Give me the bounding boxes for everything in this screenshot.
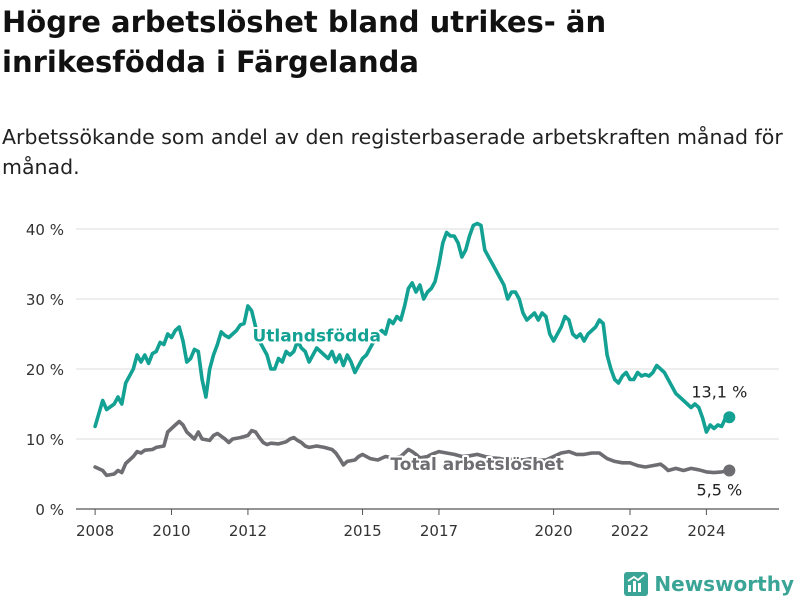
x-tick-label: 2010 bbox=[152, 522, 190, 540]
series-end-point bbox=[723, 464, 736, 477]
brand-logo: Newsworthy bbox=[624, 572, 794, 596]
series-line bbox=[93, 419, 732, 478]
x-tick-label: 2008 bbox=[76, 522, 114, 540]
line-chart: 0 % 10 % 20 % 30 % 40 % 2008 2010 2012 2015 2017 2… bbox=[26, 221, 779, 540]
series-end-point bbox=[723, 411, 736, 424]
series-labels: 13,1 % 5,5 % Utlandsfödda Total arbetslöshe… bbox=[250, 324, 747, 500]
series-name-label: Utlandsfödda bbox=[252, 326, 381, 346]
chart-title: Högre arbetslöshet bland utrikes- än inr… bbox=[2, 5, 607, 79]
series-end-label: 5,5 % bbox=[696, 481, 742, 500]
y-tick-label: 20 % bbox=[26, 361, 64, 379]
x-tick-label: 2012 bbox=[229, 522, 267, 540]
y-tick-label: 30 % bbox=[26, 291, 64, 309]
y-tick-label: 40 % bbox=[26, 221, 64, 239]
x-tick-label: 2020 bbox=[534, 522, 572, 540]
x-tick-label: 2024 bbox=[687, 522, 725, 540]
series-lines bbox=[93, 221, 736, 478]
axes: 0 % 10 % 20 % 30 % 40 % 2008 2010 2012 2015 2017 2… bbox=[26, 221, 726, 540]
series-line bbox=[93, 221, 732, 434]
x-tick-label: 2017 bbox=[420, 522, 458, 540]
series-end-label: 13,1 % bbox=[691, 382, 747, 401]
chart-subtitle: Arbetssökande som andel av den registerb… bbox=[2, 125, 783, 179]
y-tick-label: 10 % bbox=[26, 431, 64, 449]
newsworthy-logo-icon bbox=[624, 572, 649, 596]
x-tick-label: 2022 bbox=[611, 522, 649, 540]
y-tick-label: 0 % bbox=[35, 501, 64, 519]
series-name-label: Total arbetslöshet bbox=[390, 455, 564, 475]
brand-name: Newsworthy bbox=[654, 572, 794, 596]
x-tick-label: 2015 bbox=[343, 522, 381, 540]
